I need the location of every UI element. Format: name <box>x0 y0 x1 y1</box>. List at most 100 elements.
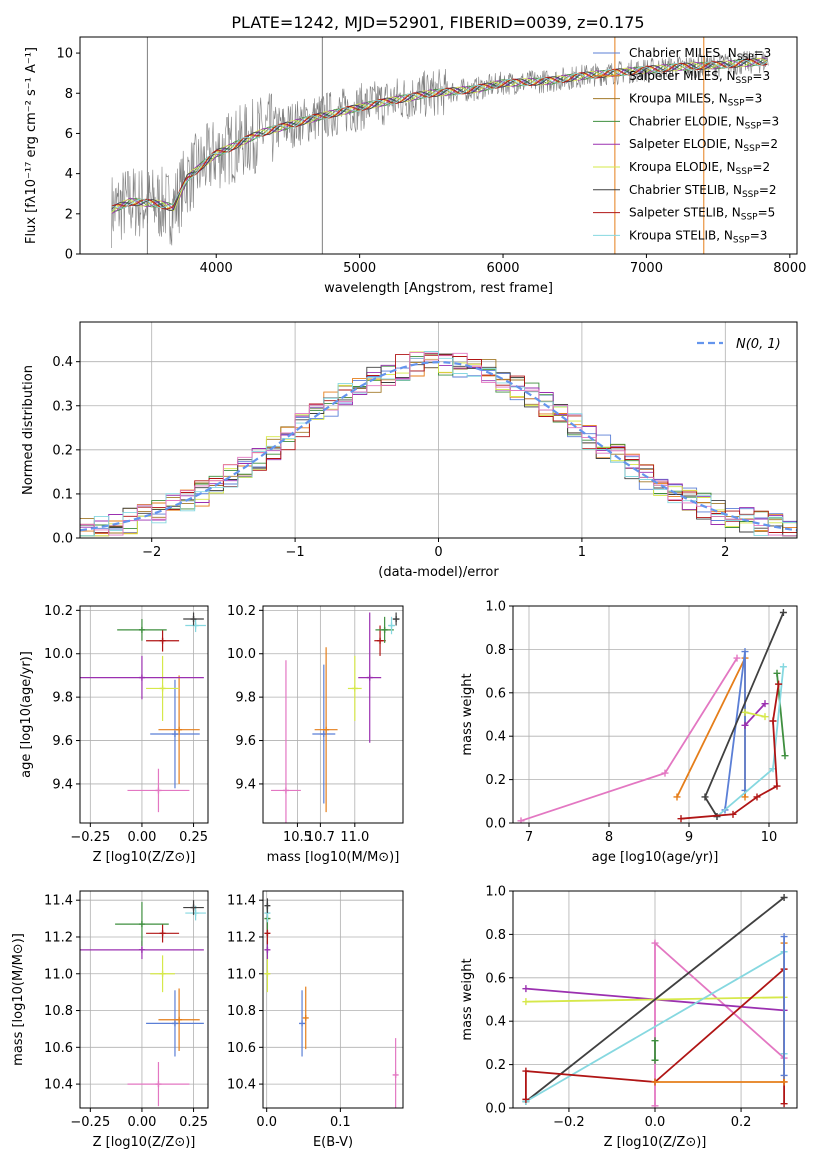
series-point <box>780 933 788 941</box>
data-point <box>388 622 395 629</box>
data-point <box>159 637 166 644</box>
axes-frame <box>79 321 798 539</box>
x-tick-label: 7 <box>525 830 533 845</box>
data-point <box>393 616 400 623</box>
data-point <box>299 1020 306 1027</box>
y-tick-label: 11.0 <box>227 967 256 982</box>
axes-age-vs-Z: −0.25 0.00 0.25 9.4 9.6 9.8 10.0 10.2 Z [log10(Z… <box>19 604 209 865</box>
x-tick-label: −0.25 <box>70 1115 110 1130</box>
plot-area-residual-histogram <box>80 351 797 537</box>
data-point <box>176 726 183 733</box>
x-tick-label: 8 <box>605 830 613 845</box>
series-point <box>761 700 769 708</box>
x-axis-label: wavelength [Angstrom, rest frame] <box>324 281 553 296</box>
y-tick-label: 0.6 <box>485 686 506 701</box>
axes-frame <box>262 890 404 1109</box>
series-point <box>779 609 787 617</box>
y-tick-label: 11.4 <box>227 894 256 909</box>
data-point <box>159 930 166 937</box>
legend-label: Chabrier STELIB, NSSP=2 <box>629 183 777 200</box>
y-tick-label: 0.4 <box>485 730 506 745</box>
y-tick-label: 0.0 <box>52 532 73 547</box>
y-axis-label: mass [log10(M/M⊙)] <box>11 933 26 1066</box>
data-point <box>190 904 197 911</box>
series-line <box>525 896 785 1103</box>
series-point <box>701 793 709 801</box>
plot-area-massweight-vs-age <box>517 609 789 823</box>
legend-label: Salpeter ELODIE, NSSP=2 <box>629 137 778 154</box>
series-point <box>761 713 769 721</box>
series-point <box>522 1067 530 1075</box>
plot-area-age-vs-Z <box>80 612 206 813</box>
x-tick-label: 0.25 <box>179 830 208 845</box>
data-point <box>190 616 197 623</box>
data-point <box>264 902 271 909</box>
y-axis-label: Flux [fλ10⁻¹⁷ erg cm⁻² s⁻¹ A⁻¹] <box>24 47 39 244</box>
series-point <box>651 1102 659 1108</box>
series-point <box>780 1100 788 1108</box>
y-tick-label: 9.8 <box>52 691 73 706</box>
x-tick-label: 0.1 <box>330 1115 351 1130</box>
series-point <box>729 810 737 818</box>
series-point <box>522 1095 530 1103</box>
legend: Chabrier MILES, NSSP=3 Salpeter MILES, NS… <box>593 46 779 245</box>
series-point <box>769 717 777 725</box>
y-tick-label: 0.2 <box>52 443 73 458</box>
series-point <box>673 793 681 801</box>
series-point <box>741 708 749 716</box>
y-axis-label: mass weight <box>460 673 475 755</box>
x-tick-label: 6000 <box>486 261 519 276</box>
x-axis-label: Z [log10(Z/Z⊙)] <box>93 1135 196 1150</box>
series-line <box>744 711 766 718</box>
series-point <box>651 939 659 947</box>
data-point <box>176 1016 183 1023</box>
y-tick-label: 11.2 <box>44 930 73 945</box>
x-tick-label: 0 <box>434 545 442 560</box>
model-spectrum-line <box>111 57 768 213</box>
data-point <box>171 731 178 738</box>
y-tick-label: 0.8 <box>485 928 506 943</box>
series-line <box>724 651 746 811</box>
x-tick-label: 2 <box>721 545 729 560</box>
y-tick-label: 2 <box>65 207 73 222</box>
y-tick-label: 0.6 <box>485 971 506 986</box>
y-tick-label: 9.6 <box>235 734 256 749</box>
data-point <box>381 626 388 633</box>
series-point <box>753 793 761 801</box>
series-point <box>651 1037 659 1045</box>
y-tick-label: 10.2 <box>44 604 73 619</box>
y-axis-label: Normed distribution <box>21 365 36 495</box>
data-point <box>159 685 166 692</box>
y-tick-label: 0.2 <box>485 1058 506 1073</box>
series-point <box>517 817 525 823</box>
x-tick-label: 9 <box>685 830 693 845</box>
y-tick-label: 10.4 <box>44 1078 73 1093</box>
data-point <box>366 674 373 681</box>
y-tick-label: 10.2 <box>227 604 256 619</box>
histogram-step <box>80 352 797 537</box>
data-point <box>264 930 271 937</box>
y-tick-label: 1.0 <box>485 600 506 615</box>
gaussian-curve <box>80 360 797 532</box>
axes-massweight-vs-age: 7 8 9 10 0.0 0.2 0.4 0.6 0.8 1.0 age [log10(age/yr… <box>460 600 798 865</box>
legend-label: Chabrier ELODIE, NSSP=3 <box>629 114 779 131</box>
data-point <box>155 787 162 794</box>
series-point <box>522 998 530 1006</box>
series-point <box>780 1078 788 1086</box>
y-tick-label: 10.6 <box>44 1041 73 1056</box>
model-spectrum-line <box>111 59 768 209</box>
y-tick-label: 9.6 <box>52 734 73 749</box>
x-tick-label: 4000 <box>200 261 233 276</box>
data-point <box>171 1020 178 1027</box>
series-line <box>525 967 785 1104</box>
axes-mass-vs-ebv: 0.0 0.1 10.4 10.6 10.8 11.0 11.2 11.4 E(B-V) <box>227 890 404 1150</box>
series-point <box>780 894 788 902</box>
x-tick-label: 0.00 <box>127 830 156 845</box>
series-point <box>677 815 685 823</box>
series-point <box>741 793 749 801</box>
series-point <box>651 1056 659 1064</box>
data-point <box>159 970 166 977</box>
data-point <box>155 1081 162 1088</box>
x-tick-label: −0.2 <box>553 1115 585 1130</box>
